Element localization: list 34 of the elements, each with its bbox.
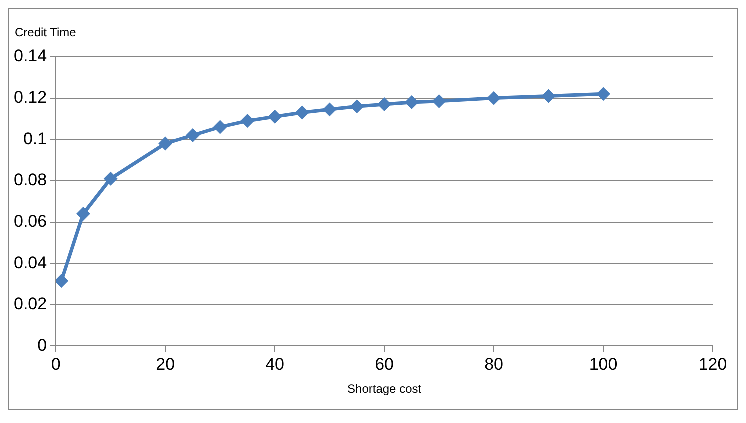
point bbox=[488, 92, 500, 105]
point bbox=[214, 120, 227, 134]
y-tick-label: 0 bbox=[38, 336, 48, 355]
y-axis-title: Credit Time bbox=[15, 25, 77, 40]
point bbox=[378, 98, 391, 111]
y-tick-label: 0.1 bbox=[23, 129, 48, 148]
point bbox=[597, 88, 610, 100]
point bbox=[159, 138, 172, 150]
point bbox=[241, 114, 254, 128]
y-tick-label: 0.02 bbox=[14, 294, 48, 314]
point bbox=[296, 106, 309, 120]
y-tick-label: 0.08 bbox=[14, 170, 48, 190]
y-tick-label: 0.06 bbox=[14, 212, 48, 231]
point bbox=[104, 172, 118, 186]
point bbox=[268, 110, 282, 124]
point bbox=[350, 100, 364, 113]
x-tick-label: 40 bbox=[266, 355, 285, 374]
y-tick-label: 0.12 bbox=[14, 88, 48, 107]
point bbox=[324, 103, 336, 116]
point bbox=[433, 95, 446, 108]
x-tick-label: 0 bbox=[51, 355, 61, 374]
x-tick-label: 20 bbox=[156, 355, 176, 374]
point bbox=[77, 208, 90, 220]
x-tick-label: 80 bbox=[484, 355, 504, 374]
y-tick-label: 0.14 bbox=[14, 46, 48, 66]
point bbox=[56, 274, 68, 288]
point bbox=[406, 96, 418, 109]
x-tick-label: 60 bbox=[375, 355, 394, 374]
point bbox=[542, 90, 556, 102]
point bbox=[186, 129, 200, 142]
x-axis-title: Shortage cost bbox=[348, 382, 422, 396]
x-tick-label: 120 bbox=[698, 355, 728, 374]
x-tick-label: 100 bbox=[589, 355, 618, 374]
y-tick-label: 0.04 bbox=[14, 253, 48, 272]
